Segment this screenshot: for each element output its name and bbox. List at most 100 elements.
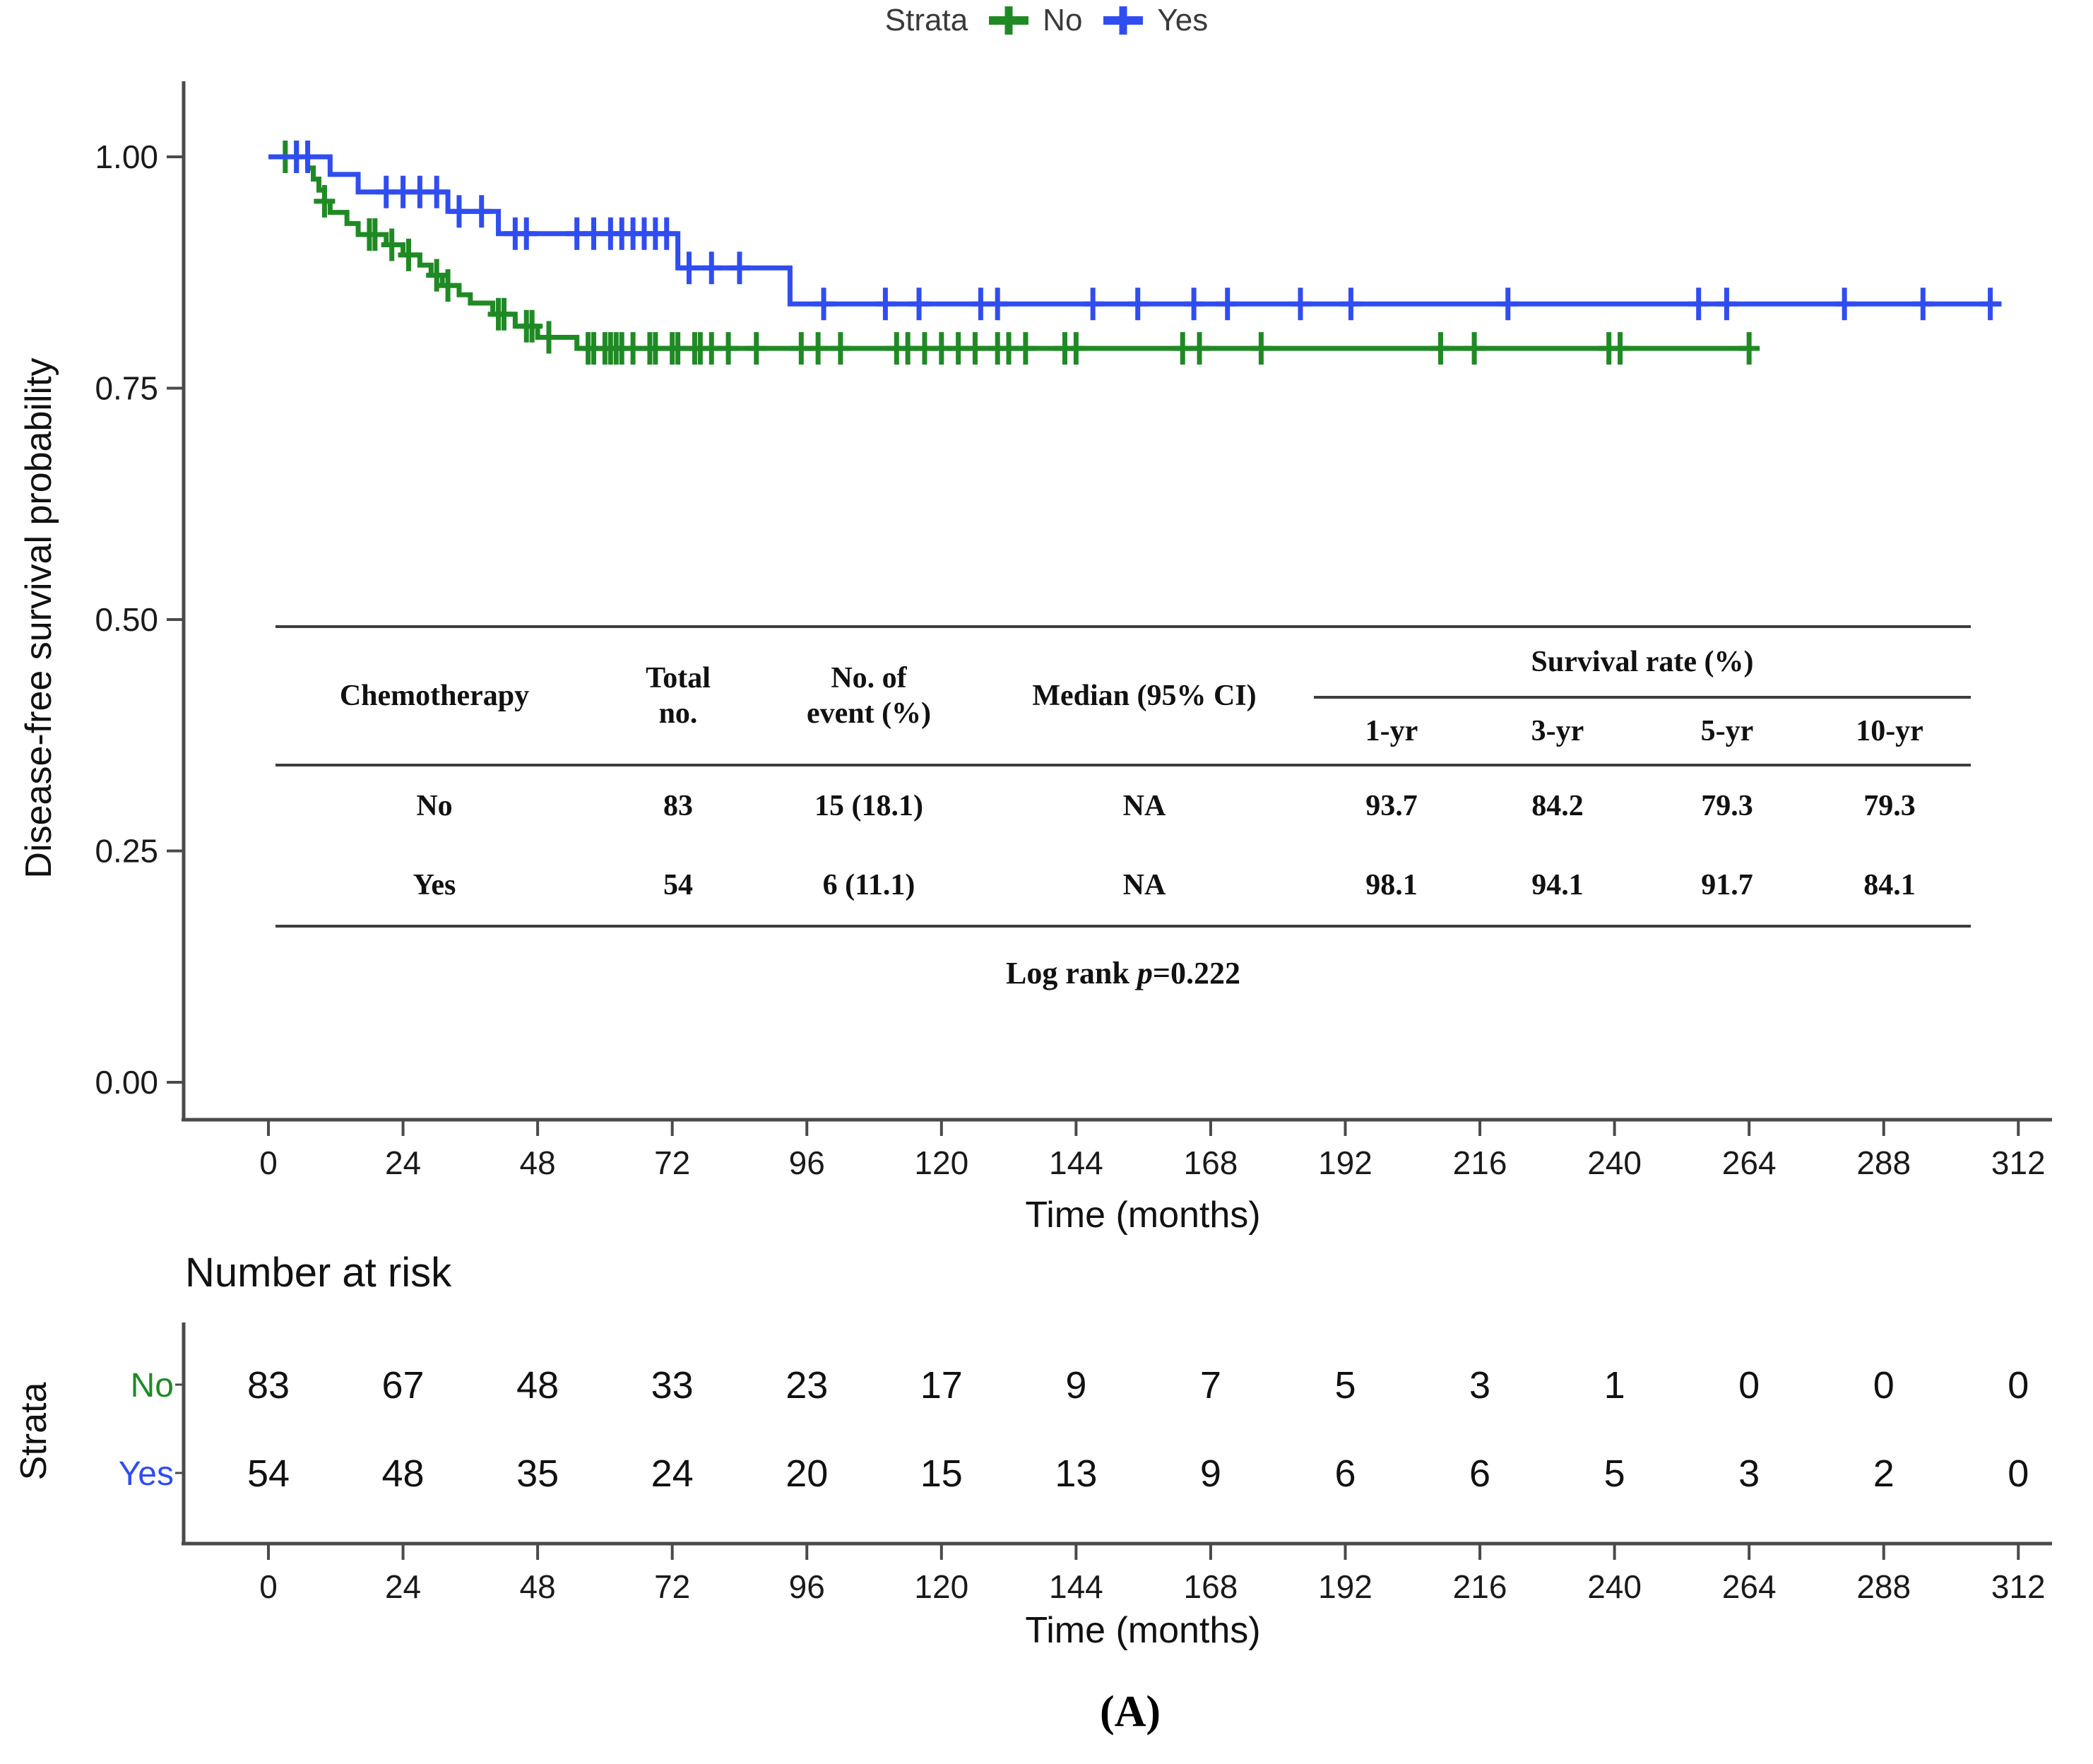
risk-count: 7 xyxy=(1200,1364,1221,1407)
x-tick-label-main: 48 xyxy=(520,1144,556,1181)
risk-table-title: Number at risk xyxy=(185,1250,452,1296)
risk-count: 6 xyxy=(1334,1452,1356,1495)
x-tick-label-risk: 312 xyxy=(1991,1568,2046,1605)
risk-count: 83 xyxy=(247,1364,290,1407)
risk-count: 48 xyxy=(516,1364,559,1407)
risk-count: 35 xyxy=(516,1452,559,1495)
risk-count: 9 xyxy=(1065,1364,1086,1407)
legend: Strata No Yes xyxy=(0,3,2093,38)
x-tick-label-main: 312 xyxy=(1991,1144,2046,1181)
col-header-total: Total no. xyxy=(593,627,763,766)
table-row: No 83 15 (18.1) NA 93.7 84.2 79.3 79.3 xyxy=(275,765,1971,846)
cell-3yr: 84.2 xyxy=(1531,789,1584,822)
x-tick-label-main: 144 xyxy=(1049,1144,1103,1181)
legend-item-label: No xyxy=(1043,3,1083,37)
plus-censor-icon xyxy=(1103,6,1144,35)
risk-count: 20 xyxy=(785,1452,828,1495)
x-tick-label-risk: 0 xyxy=(259,1568,278,1605)
legend-items: No Yes xyxy=(986,3,1208,38)
x-tick-label-risk: 96 xyxy=(789,1568,825,1605)
km-curve-no xyxy=(268,154,1750,351)
y-tick-label: 0.50 xyxy=(95,601,158,638)
risk-count: 5 xyxy=(1334,1364,1356,1407)
risk-count: 24 xyxy=(651,1452,694,1495)
col-header-1yr: 1-yr xyxy=(1314,697,1469,766)
x-tick-label-main: 264 xyxy=(1722,1144,1777,1181)
x-tick-label-risk: 120 xyxy=(914,1568,968,1605)
risk-count: 3 xyxy=(1469,1364,1490,1407)
x-tick-label-main: 168 xyxy=(1184,1144,1238,1181)
cell-median: NA xyxy=(1122,868,1166,901)
legend-item-yes: Yes xyxy=(1101,3,1208,38)
stats-table-wrap: Chemotherapy Total no. No. of event (%) … xyxy=(275,625,1972,928)
legend-item-no: No xyxy=(986,3,1082,38)
x-tick-label-risk: 168 xyxy=(1184,1568,1238,1605)
log-rank-p-value: =0.222 xyxy=(1152,956,1240,990)
x-tick-label-risk: 72 xyxy=(654,1568,690,1605)
risk-count: 54 xyxy=(247,1452,290,1495)
cell-events: 15 (18.1) xyxy=(814,789,923,822)
x-tick-label-risk: 240 xyxy=(1587,1568,1642,1605)
risk-count: 0 xyxy=(2008,1452,2029,1495)
risk-count: 15 xyxy=(920,1452,963,1495)
risk-row-label-yes: Yes xyxy=(119,1455,174,1493)
x-axis-title-main: Time (months) xyxy=(1025,1195,1261,1236)
cell-3yr: 94.1 xyxy=(1531,868,1584,901)
col-header-events: No. of event (%) xyxy=(763,627,975,766)
cell-group: Yes xyxy=(413,868,456,901)
legend-title: Strata xyxy=(884,3,968,37)
x-tick-label-risk: 48 xyxy=(520,1568,556,1605)
risk-count: 17 xyxy=(920,1364,963,1407)
cell-total: 54 xyxy=(663,868,693,901)
strata-axis-title: Strata xyxy=(13,1382,54,1481)
risk-count: 9 xyxy=(1200,1452,1221,1495)
y-tick-label: 1.00 xyxy=(95,138,158,175)
x-tick-label-risk: 216 xyxy=(1453,1568,1507,1605)
col-header-5yr: 5-yr xyxy=(1646,697,1808,766)
y-tick-label: 0.00 xyxy=(95,1064,158,1101)
cell-10yr: 84.1 xyxy=(1863,868,1916,901)
y-tick-label: 0.25 xyxy=(95,833,158,870)
x-tick-label-risk: 192 xyxy=(1318,1568,1372,1605)
cell-group: No xyxy=(416,789,453,822)
risk-count: 3 xyxy=(1738,1452,1760,1495)
x-tick-label-main: 72 xyxy=(654,1144,690,1181)
risk-count: 0 xyxy=(1738,1364,1760,1407)
y-tick-label: 0.75 xyxy=(95,370,158,407)
risk-count: 6 xyxy=(1469,1452,1490,1495)
cell-1yr: 98.1 xyxy=(1365,868,1418,901)
x-tick-label-risk: 24 xyxy=(385,1568,421,1605)
risk-count: 33 xyxy=(651,1364,694,1407)
table-row: Yes 54 6 (11.1) NA 98.1 94.1 91.7 84.1 xyxy=(275,846,1971,926)
x-tick-label-main: 216 xyxy=(1453,1144,1507,1181)
x-tick-label-main: 96 xyxy=(789,1144,825,1181)
cell-1yr: 93.7 xyxy=(1365,789,1418,822)
x-tick-label-main: 24 xyxy=(385,1144,421,1181)
x-tick-label-risk: 144 xyxy=(1049,1568,1103,1605)
risk-count: 67 xyxy=(382,1364,425,1407)
risk-count: 13 xyxy=(1055,1452,1097,1495)
cell-10yr: 79.3 xyxy=(1863,789,1916,822)
x-tick-label-main: 288 xyxy=(1856,1144,1911,1181)
col-header-survival-rate: Survival rate (%) xyxy=(1314,627,1972,699)
plus-censor-icon xyxy=(989,6,1029,35)
legend-item-label: Yes xyxy=(1157,3,1209,37)
cell-median: NA xyxy=(1122,789,1166,822)
panel-caption: (A) xyxy=(1099,1688,1161,1736)
x-tick-label-main: 0 xyxy=(259,1144,278,1181)
x-tick-label-risk: 288 xyxy=(1856,1568,1911,1605)
risk-count: 23 xyxy=(785,1364,828,1407)
risk-count: 0 xyxy=(2008,1364,2029,1407)
col-header-10yr: 10-yr xyxy=(1808,697,1972,766)
x-tick-label-main: 192 xyxy=(1318,1144,1372,1181)
col-header-median: Median (95% CI) xyxy=(975,627,1314,766)
risk-row-label-no: No xyxy=(131,1367,174,1404)
risk-count: 5 xyxy=(1604,1452,1625,1495)
cell-5yr: 79.3 xyxy=(1701,789,1753,822)
log-rank-p-symbol: p xyxy=(1137,956,1153,990)
risk-count: 48 xyxy=(382,1452,425,1495)
x-tick-label-main: 120 xyxy=(914,1144,968,1181)
stats-table: Chemotherapy Total no. No. of event (%) … xyxy=(275,625,1972,928)
